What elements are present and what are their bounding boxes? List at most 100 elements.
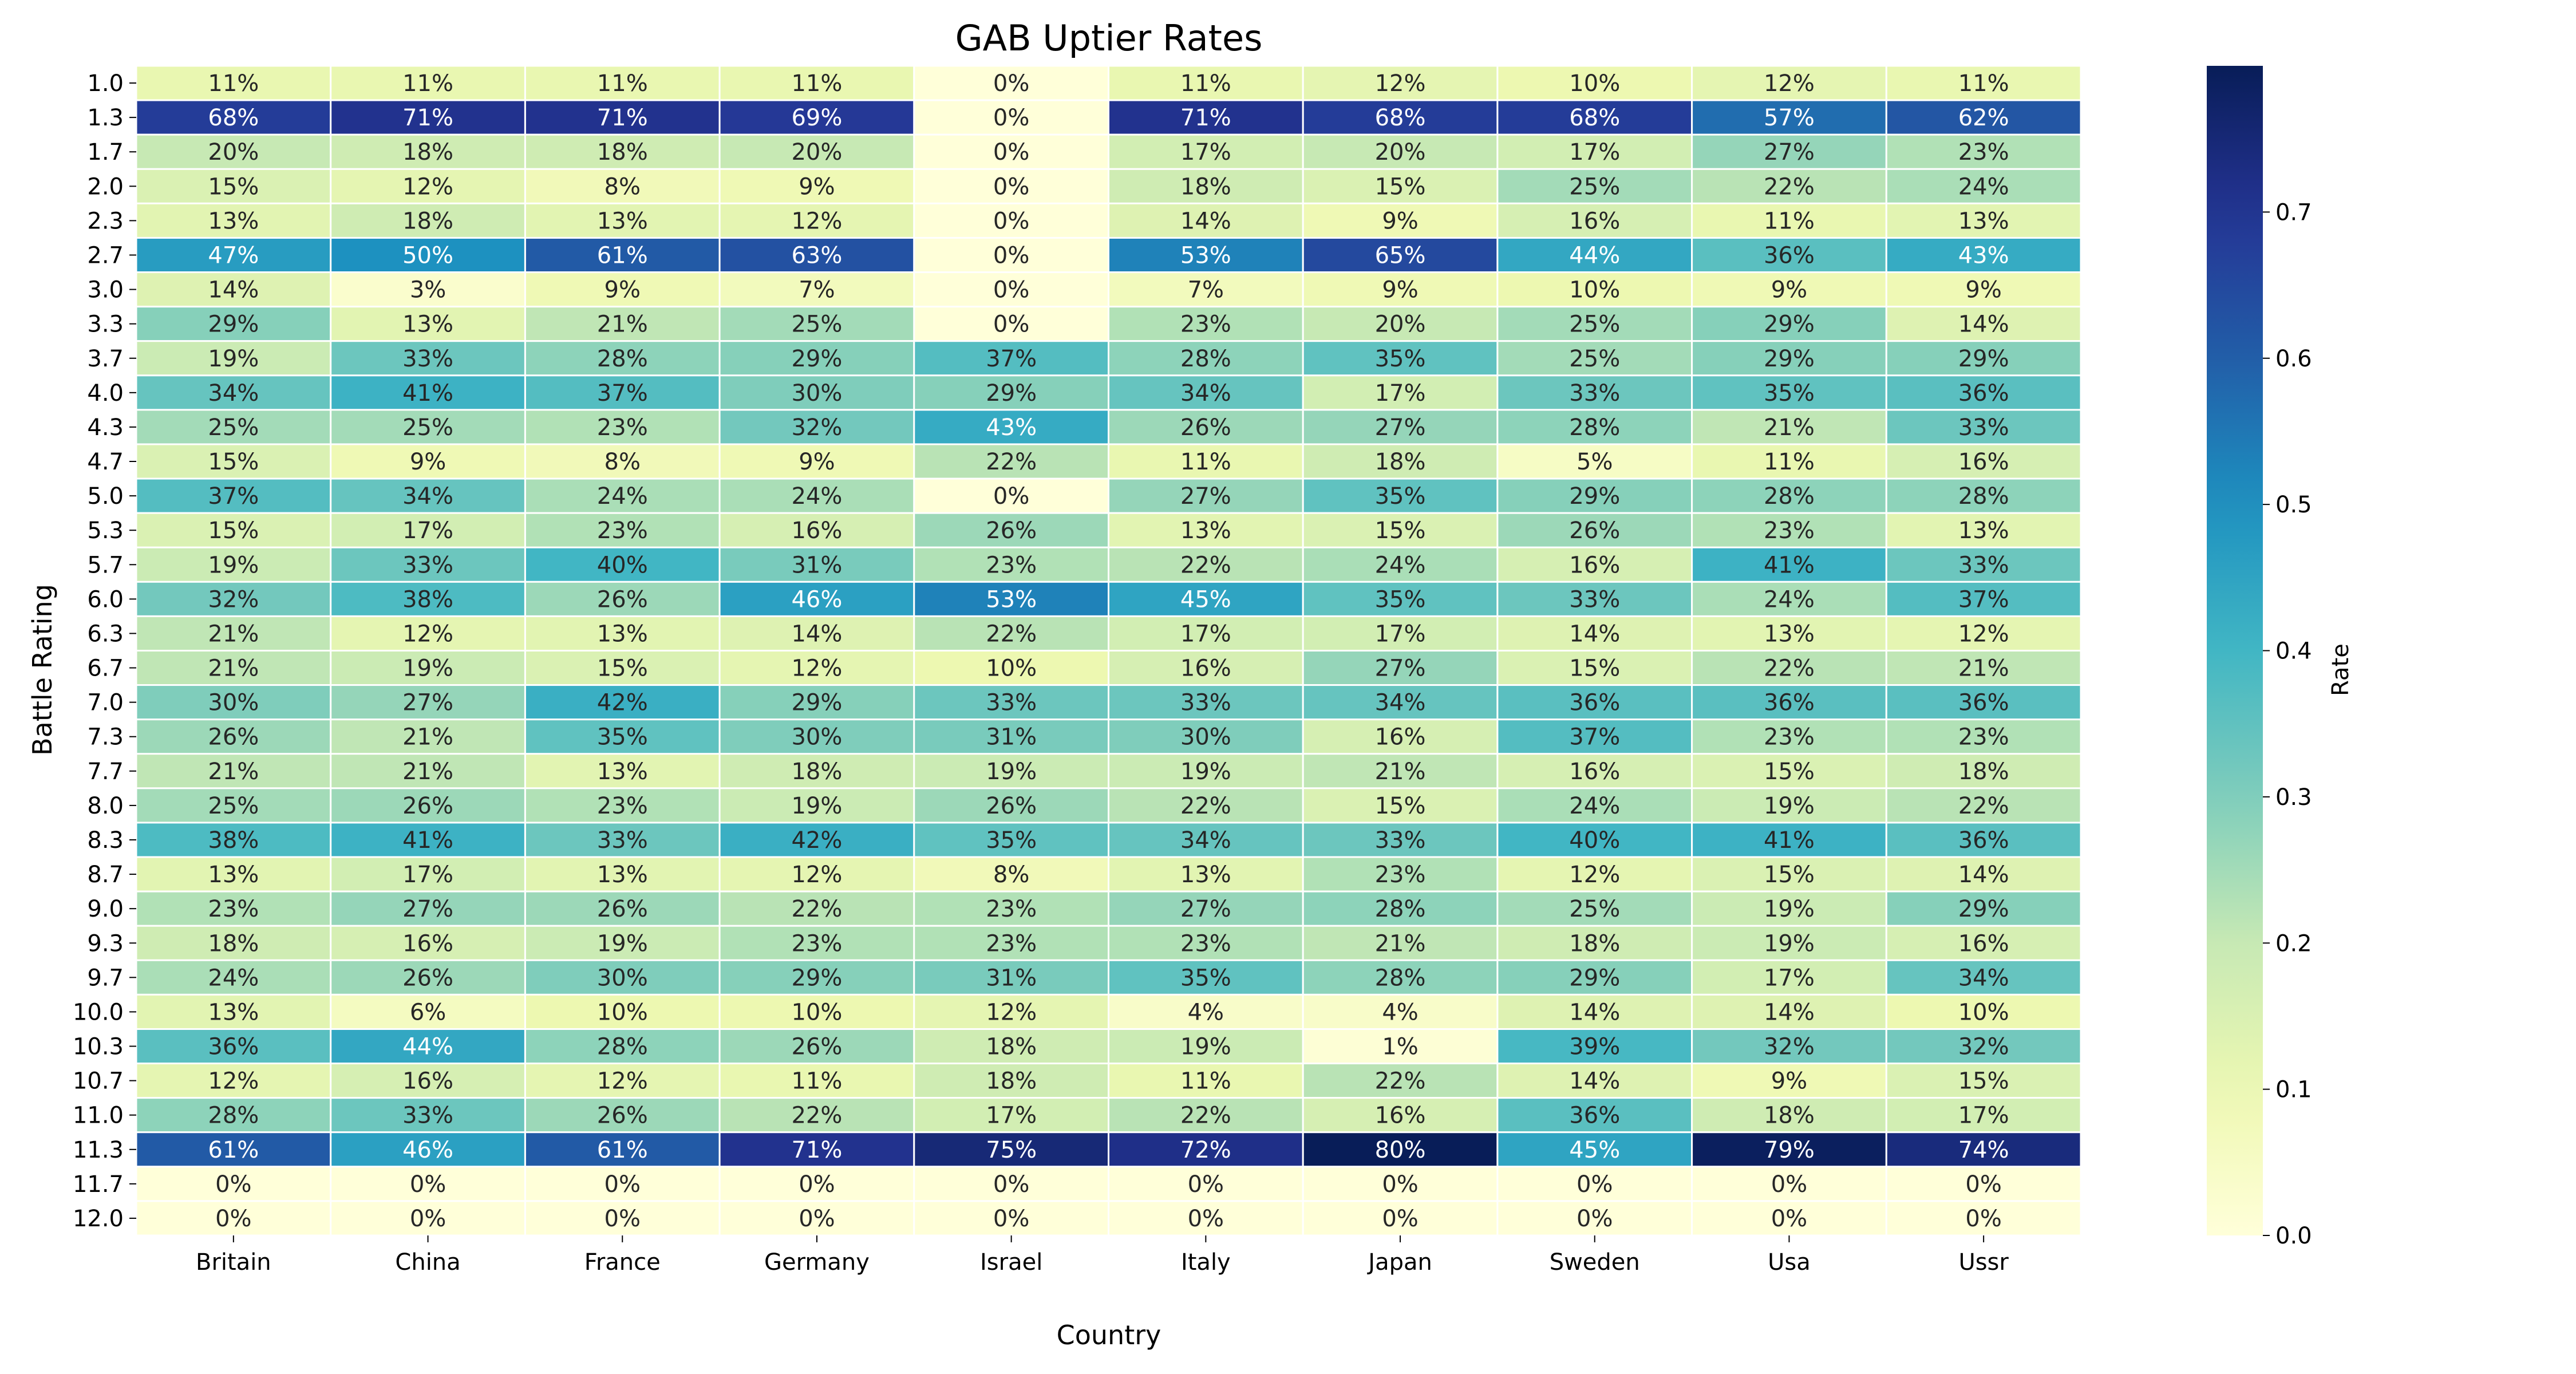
cell-value-label: 28%	[1375, 896, 1426, 922]
cell-value-label: 12%	[986, 999, 1037, 1025]
heatmap-cell	[330, 615, 526, 652]
cell-value-label: 10%	[1569, 277, 1620, 303]
cell-value-label: 19%	[1180, 759, 1231, 785]
cell-value-label: 11%	[791, 1068, 842, 1095]
cell-value-label: 22%	[1180, 793, 1231, 819]
cell-value-label: 19%	[791, 793, 842, 819]
heatmap-cell	[135, 374, 332, 411]
y-tick-label: 1.0	[87, 70, 124, 97]
heatmap-cell	[1302, 374, 1499, 411]
cell-value-label: 19%	[1180, 1034, 1231, 1060]
cell-value-label: 31%	[986, 965, 1037, 991]
heatmap-cell	[1496, 546, 1693, 583]
cell-value-label: 26%	[597, 1103, 648, 1129]
cell-value-label: 22%	[1180, 552, 1231, 578]
heatmap-cell	[1885, 99, 2082, 136]
heatmap-cell	[913, 340, 1110, 377]
heatmap-cell	[1302, 581, 1499, 617]
heatmap-cell	[1496, 787, 1693, 824]
heatmap-cell	[718, 271, 915, 308]
heatmap-cell	[1885, 271, 2082, 308]
cell-value-label: 5%	[1577, 449, 1613, 475]
cell-value-label: 18%	[208, 930, 259, 957]
cell-value-label: 37%	[986, 346, 1037, 372]
cell-value-label: 28%	[1569, 414, 1620, 441]
y-tick-label: 10.0	[73, 999, 124, 1025]
heatmap-cell	[1691, 271, 1887, 308]
cell-value-label: 0%	[993, 139, 1029, 165]
heatmap-cell	[1885, 993, 2082, 1030]
cell-value-label: 19%	[402, 656, 453, 682]
colorbar-tick-label: 0.0	[2275, 1223, 2312, 1249]
cell-value-label: 18%	[986, 1068, 1037, 1095]
cell-value-label: 29%	[1569, 483, 1620, 510]
heatmap-cell	[330, 202, 526, 239]
cell-value-label: 18%	[1180, 173, 1231, 200]
cell-value-label: 29%	[1764, 346, 1815, 372]
cell-value-label: 0%	[1188, 1171, 1224, 1198]
cell-value-label: 15%	[1764, 759, 1815, 785]
heatmap-cell	[718, 512, 915, 548]
y-tick-label: 9.0	[87, 896, 124, 922]
cell-value-label: 9%	[1965, 277, 2001, 303]
heatmap-cell	[330, 340, 526, 377]
cell-value-label: 15%	[597, 656, 648, 682]
heatmap-cell	[1302, 890, 1499, 927]
heatmap-cell	[1885, 925, 2082, 961]
cell-value-label: 31%	[986, 724, 1037, 751]
cell-value-label: 27%	[1375, 414, 1426, 441]
cell-value-label: 26%	[597, 586, 648, 613]
cell-value-label: 12%	[791, 862, 842, 888]
cell-value-label: 13%	[402, 311, 453, 338]
cell-value-label: 15%	[208, 173, 259, 200]
cell-value-label: 42%	[791, 827, 842, 854]
cell-value-label: 18%	[1764, 1103, 1815, 1129]
cell-value-label: 17%	[986, 1103, 1037, 1129]
heatmap-cell	[1691, 340, 1887, 377]
x-tick-label: Germany	[764, 1249, 870, 1276]
heatmap-cell	[718, 306, 915, 342]
cell-value-label: 17%	[402, 518, 453, 544]
heatmap-cell	[1108, 615, 1304, 652]
heatmap-cell	[1885, 443, 2082, 480]
heatmap-cell	[1108, 271, 1304, 308]
heatmap-cell	[718, 1131, 915, 1168]
cell-value-label: 22%	[986, 621, 1037, 647]
heatmap-cell	[718, 856, 915, 893]
heatmap-cell	[330, 409, 526, 445]
cell-value-label: 1%	[1382, 1034, 1418, 1060]
cell-value-label: 36%	[1569, 690, 1620, 716]
cell-value-label: 14%	[208, 277, 259, 303]
cell-value-label: 0%	[215, 1206, 251, 1232]
cell-value-label: 37%	[1958, 586, 2009, 613]
heatmap-cell	[913, 718, 1110, 755]
cell-value-label: 4%	[1382, 999, 1418, 1025]
cell-value-label: 34%	[1375, 690, 1426, 716]
heatmap-cell	[1885, 65, 2082, 101]
cell-value-label: 30%	[791, 380, 842, 406]
heatmap-cell	[913, 546, 1110, 583]
heatmap-cell	[1885, 340, 2082, 377]
heatmap-cell	[1496, 306, 1693, 342]
cell-value-label: 25%	[1569, 311, 1620, 338]
heatmap-cell	[1302, 1063, 1499, 1099]
heatmap-cell	[1691, 1166, 1887, 1202]
cell-value-label: 22%	[986, 449, 1037, 475]
heatmap-cell	[1108, 856, 1304, 893]
cell-value-label: 11%	[1180, 1068, 1231, 1095]
heatmap-cell	[1108, 925, 1304, 961]
heatmap-cell	[1885, 202, 2082, 239]
cell-value-label: 26%	[402, 965, 453, 991]
y-axis-label: Battle Rating	[27, 584, 58, 756]
y-axis-tick-labels: 1.0 1.3 1.7 2.0 2.3 2.7 3.0 3.3 3.7 4.0 4.3 4.7 5.0 5…	[73, 70, 136, 1232]
cell-value-label: 21%	[208, 621, 259, 647]
cell-value-label: 9%	[1382, 208, 1418, 234]
y-tick-label: 9.3	[87, 930, 124, 957]
heatmap-cell	[524, 546, 721, 583]
heatmap-cell	[330, 684, 526, 721]
heatmap-cell	[1885, 1063, 2082, 1099]
cell-value-label: 13%	[208, 999, 259, 1025]
cell-value-label: 32%	[791, 414, 842, 441]
cell-value-label: 53%	[1180, 242, 1231, 269]
heatmap-cell	[1496, 615, 1693, 652]
